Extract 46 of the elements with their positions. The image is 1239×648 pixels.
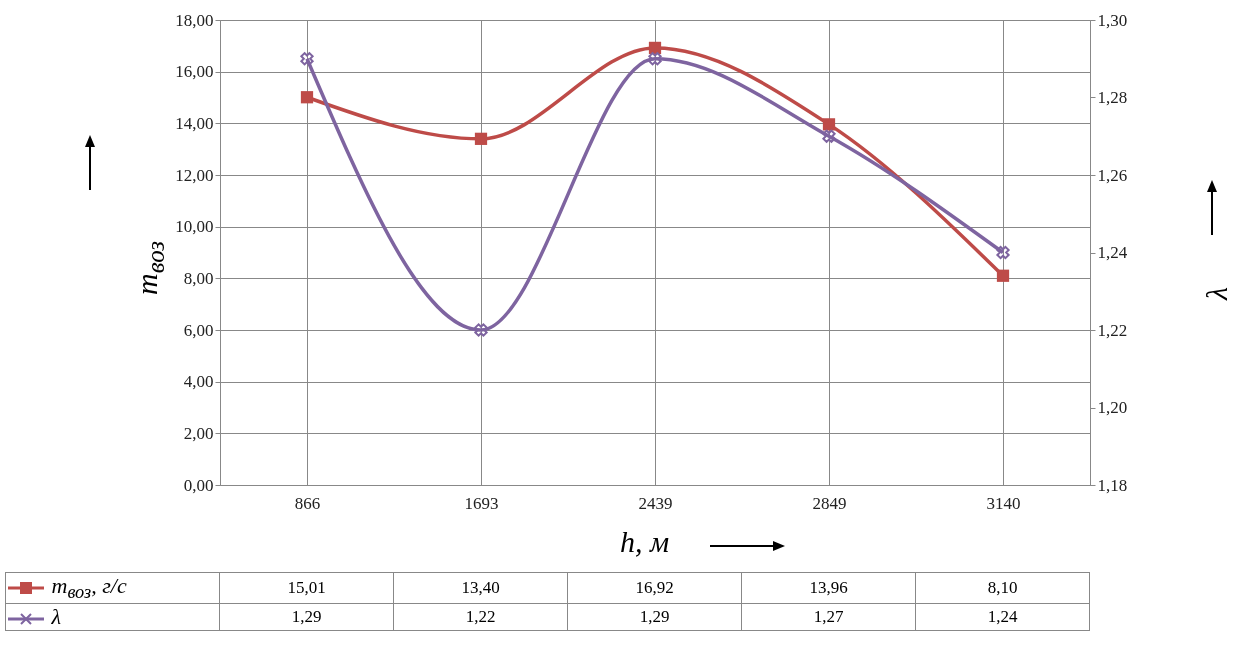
data-label: 8,10 (915, 572, 1090, 604)
data-label: 13,40 (393, 572, 568, 604)
x-tick-label: 3140 (986, 493, 1021, 513)
legend-label: λ (5, 603, 220, 631)
y-tick-label: 16,00 (175, 62, 214, 82)
point (300, 91, 314, 104)
y-tick-label: 10,00 (175, 217, 214, 237)
point (996, 269, 1010, 282)
y2-tick-label: 1,30 (1097, 10, 1128, 30)
data-label: 16,92 (567, 572, 742, 604)
x-tick-label: 2439 (638, 493, 673, 513)
point (648, 41, 662, 55)
y-tick-label: 8,00 (183, 268, 214, 288)
data-label: 15,01 (219, 572, 394, 604)
x-axis-title: h, м (620, 525, 670, 559)
data-label: 1,29 (567, 603, 742, 631)
point (822, 129, 836, 143)
y-tick-label: 12,00 (175, 165, 214, 185)
y2-tick-label: 1,28 (1097, 88, 1128, 107)
y2-axis-title: λ (1200, 287, 1234, 300)
y-tick-label: 18,00 (175, 10, 214, 30)
point (474, 132, 488, 145)
y2-tick-label: 1,20 (1097, 398, 1128, 417)
x-tick-label: 1693 (464, 493, 499, 513)
point (996, 245, 1010, 260)
y-tick-label: 0,00 (183, 475, 214, 495)
x-tick-label: 866 (294, 493, 321, 513)
data-label: 1,29 (219, 603, 394, 631)
point (648, 52, 662, 66)
data-label: 1,22 (393, 603, 568, 631)
y-tick-label: 4,00 (183, 372, 214, 392)
point (300, 52, 314, 66)
point (822, 118, 836, 131)
data-label: 1,24 (915, 603, 1090, 631)
legend-label: m$_{воз}$, г/с (5, 572, 220, 604)
y2-tick-label: 1,18 (1097, 475, 1128, 495)
y-tick-label: 2,00 (183, 423, 214, 443)
y-tick-label: 14,00 (175, 113, 214, 133)
y2-tick-label: 1,22 (1097, 320, 1128, 340)
data-label: 1,27 (741, 603, 916, 631)
y2-tick-label: 1,26 (1097, 165, 1128, 185)
y-tick-label: 6,00 (183, 320, 214, 340)
x-tick-label: 2849 (812, 493, 847, 513)
data-label: 13,96 (741, 572, 916, 604)
y2-tick-label: 1,24 (1097, 243, 1128, 262)
point (474, 323, 488, 337)
